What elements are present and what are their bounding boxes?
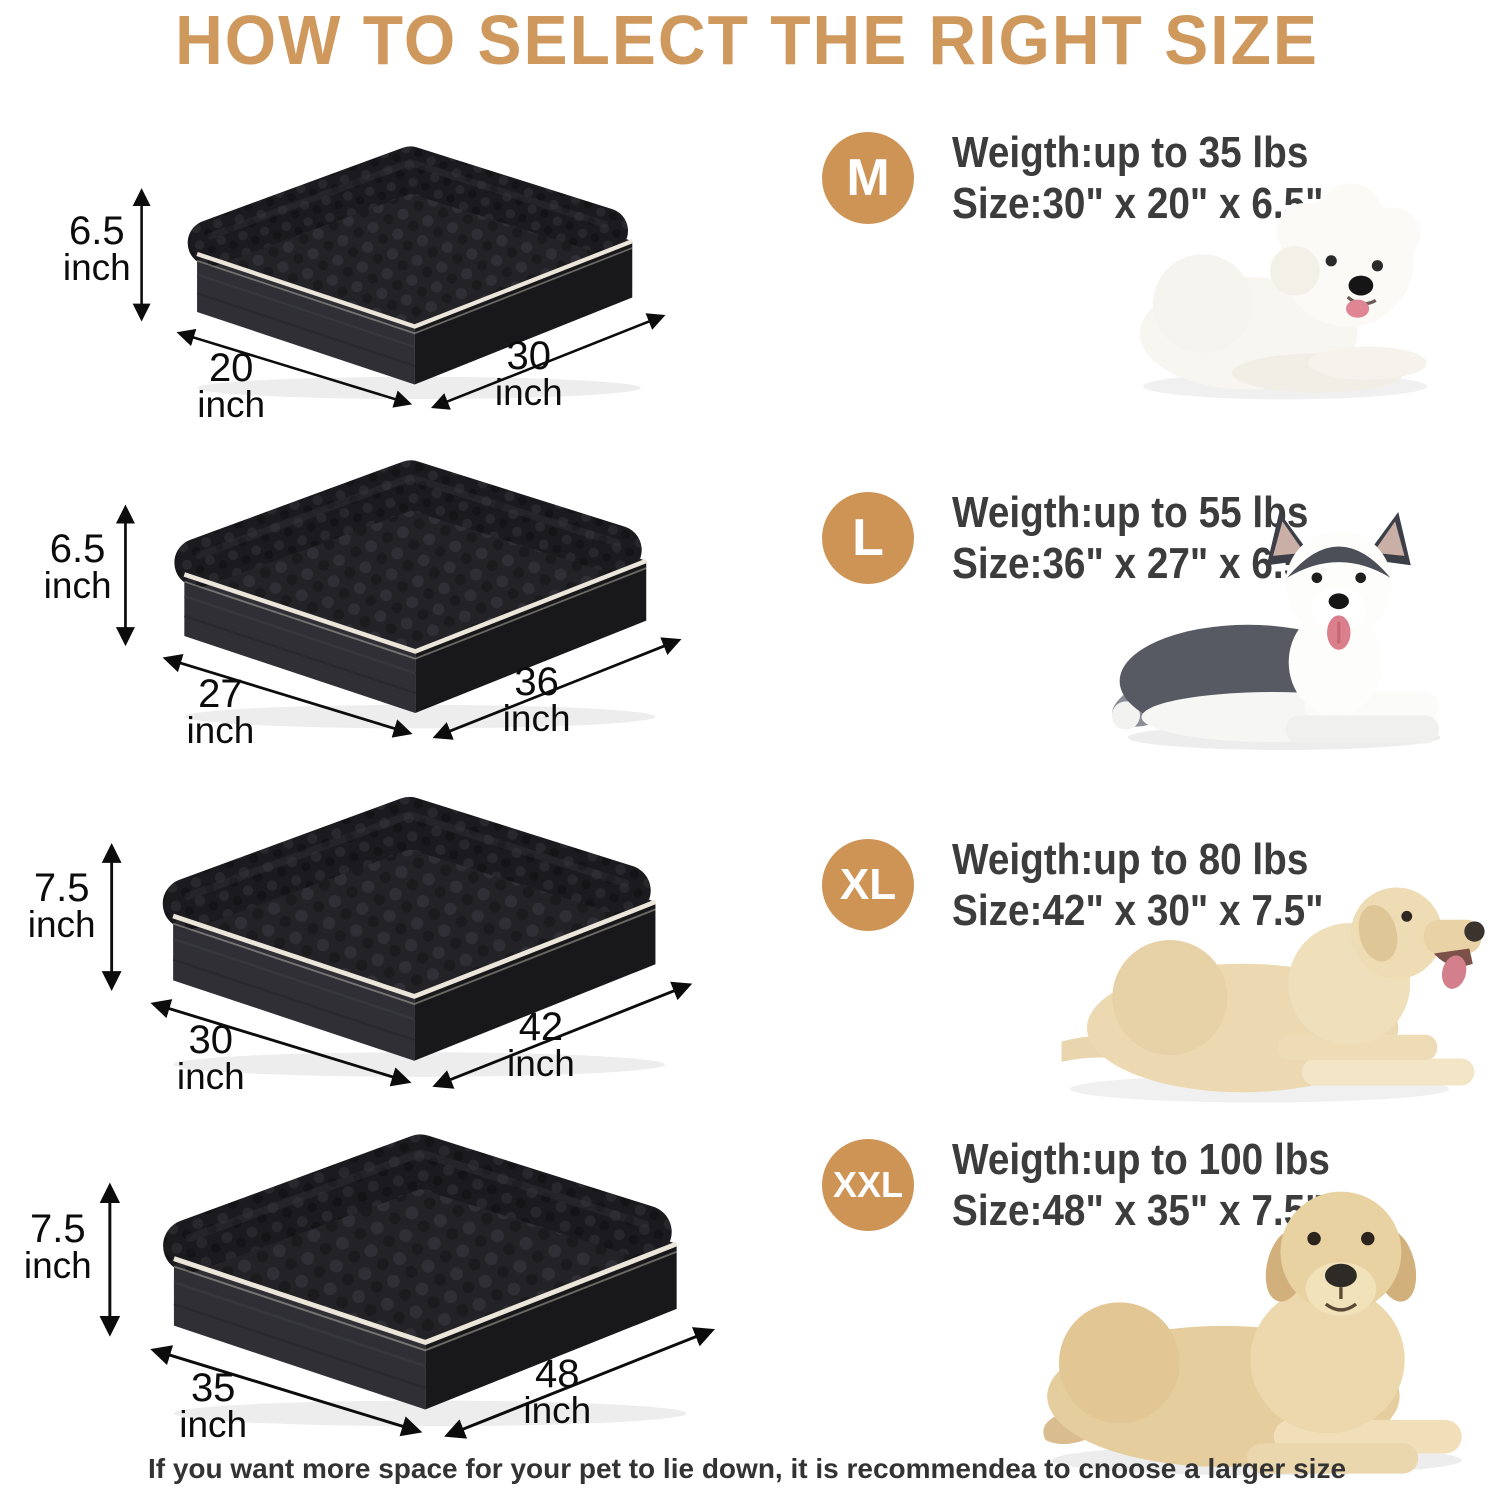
size-details: Weigth:up to 80 lbs Size:42" x 30" x 7.5… xyxy=(952,834,1324,936)
size-info-l: L Weigth:up to 55 lbs Size:36" x 27" x 6… xyxy=(822,487,1374,589)
dog-photo-golden-retriever xyxy=(1048,852,1488,1106)
depth-dimension-label: 30 inch xyxy=(176,1018,245,1098)
height-dimension-label: 6.5 inch xyxy=(62,208,131,288)
size-details: Weigth:up to 100 lbs Size:48" x 35" x 7.… xyxy=(952,1134,1330,1236)
size-badge: XL xyxy=(822,839,914,932)
width-dimension-label: 36 inch xyxy=(502,659,571,739)
dog-photo-yellow-labrador xyxy=(1022,1158,1492,1477)
size-text: Size:42" x 30" x 7.5" xyxy=(952,886,1324,936)
weight-text: Weigth:up to 80 lbs xyxy=(952,835,1309,884)
bottom-note: If you want more space for your pet to l… xyxy=(147,1453,1347,1484)
height-dimension-label: 6.5 inch xyxy=(43,526,112,606)
size-text: Size:48" x 35" x 7.5" xyxy=(952,1186,1324,1236)
size-row-l: 6.5 inch 27 inch 36 inch L Weigth:up to … xyxy=(0,415,1494,752)
size-details: Weigth:up to 35 lbs Size:30" x 20" x 6.5… xyxy=(952,127,1324,229)
size-row-m: 6.5 inch 20 inch 30 inch M Weigth:up to … xyxy=(0,95,1494,415)
dog-photo-siberian-husky xyxy=(1104,487,1464,753)
width-dimension-label: 48 inch xyxy=(523,1351,592,1431)
size-row-xl: 7.5 inch 30 inch 42 inch XL Weigth:up to… xyxy=(0,752,1494,1086)
depth-dimension-label: 27 inch xyxy=(186,672,255,752)
size-badge: XXL xyxy=(822,1139,914,1232)
height-dimension-label: 7.5 inch xyxy=(23,1206,92,1286)
weight-text: Weigth:up to 100 lbs xyxy=(952,1135,1330,1184)
height-dimension-label: 7.5 inch xyxy=(27,866,96,946)
dog-photo-bichon-frise xyxy=(1120,175,1450,406)
bed-figure-l: 6.5 inch 27 inch 36 inch xyxy=(30,425,710,742)
size-row-xxl: 7.5 inch 35 inch 48 inch XXL Weigth:up t… xyxy=(0,1086,1494,1476)
size-badge: L xyxy=(822,492,914,585)
size-badge: M xyxy=(822,132,914,225)
size-info-xl: XL Weigth:up to 80 lbs Size:42" x 30" x … xyxy=(822,834,1374,936)
width-dimension-label: 30 inch xyxy=(494,334,563,414)
depth-dimension-label: 20 inch xyxy=(197,346,266,426)
size-details: Weigth:up to 55 lbs Size:36" x 27" x 6.5… xyxy=(952,487,1324,589)
bed-figure-m: 6.5 inch 20 inch 30 inch xyxy=(52,113,692,412)
size-text: Size:36" x 27" x 6.5" xyxy=(952,539,1324,589)
bed-figure-xl: 7.5 inch 30 inch 42 inch xyxy=(12,760,722,1091)
size-text: Size:30" x 20" x 6.5" xyxy=(952,179,1324,229)
depth-dimension-label: 35 inch xyxy=(179,1365,248,1445)
size-info-xxl: XXL Weigth:up to 100 lbs Size:48" x 35" … xyxy=(822,1134,1381,1236)
weight-text: Weigth:up to 35 lbs xyxy=(952,128,1309,177)
weight-text: Weigth:up to 55 lbs xyxy=(952,488,1309,537)
width-dimension-label: 42 inch xyxy=(506,1005,575,1085)
page-title: HOW TO SELECT THE RIGHT SIZE xyxy=(175,1,1319,79)
bed-figure-xxl: 7.5 inch 35 inch 48 inch xyxy=(6,1096,746,1441)
size-info-m: M Weigth:up to 35 lbs Size:30" x 20" x 6… xyxy=(822,127,1374,229)
